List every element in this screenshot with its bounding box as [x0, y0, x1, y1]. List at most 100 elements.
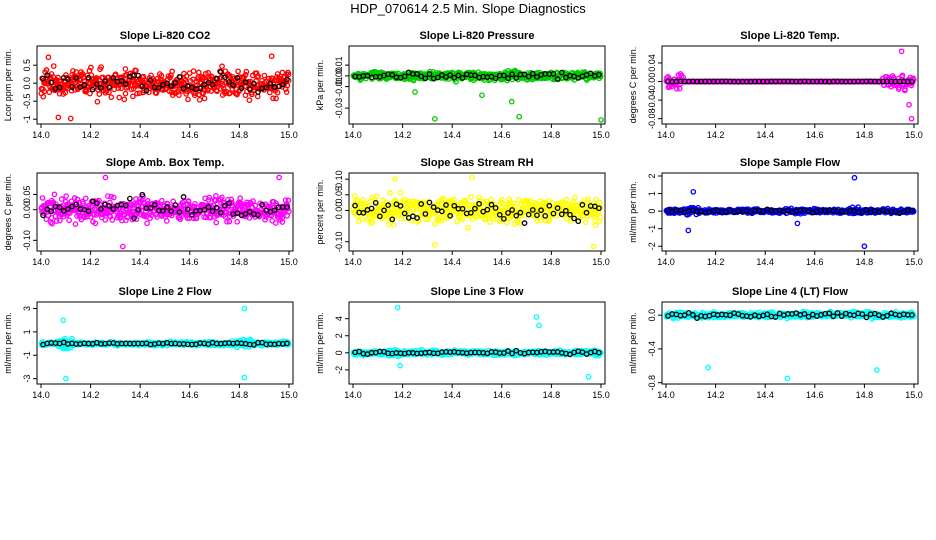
- data-point-black: [381, 207, 387, 214]
- data-point-black: [180, 85, 187, 92]
- data-point: [51, 191, 58, 198]
- outlier-point: [62, 375, 69, 382]
- data-point: [204, 210, 211, 216]
- data-point-black: [447, 212, 453, 219]
- data-point: [373, 193, 380, 200]
- data-point: [283, 89, 290, 95]
- outlier-point: [898, 48, 905, 55]
- x-tick-label: 14.6: [181, 130, 199, 140]
- data-point-black: [48, 79, 55, 86]
- data-point: [213, 219, 220, 226]
- data-point-black: [443, 202, 449, 208]
- y-axis-label: ml/min per min.: [628, 312, 638, 374]
- data-point-black: [40, 212, 46, 219]
- colored-points: [350, 304, 604, 380]
- y-tick-label: 0.05: [334, 186, 344, 204]
- data-point: [136, 90, 143, 96]
- data-point-black: [139, 191, 146, 198]
- data-point: [70, 68, 76, 74]
- y-tick-label: -0.04: [647, 90, 657, 111]
- data-point: [522, 212, 529, 219]
- plot-frame: [661, 172, 919, 252]
- black-points: [352, 199, 602, 226]
- data-point-black: [139, 83, 146, 89]
- data-point-black: [430, 204, 437, 210]
- data-point: [285, 71, 292, 78]
- data-point: [484, 213, 491, 220]
- x-tick-label: 15.0: [280, 390, 298, 400]
- data-point: [122, 90, 129, 97]
- x-tick-label: 14.2: [707, 257, 725, 267]
- plot-frame: [661, 45, 919, 125]
- y-tick-label: 0.01: [334, 56, 344, 74]
- data-point-black: [65, 206, 71, 212]
- data-point-black: [172, 202, 179, 208]
- plot-frame: [348, 172, 606, 252]
- data-point-black: [246, 209, 253, 215]
- data-point-black: [451, 74, 458, 81]
- data-point-black: [135, 72, 141, 79]
- data-point-black: [238, 85, 245, 92]
- data-point-black: [85, 74, 92, 81]
- x-tick-label: 14.4: [756, 390, 774, 400]
- data-point-black: [550, 210, 557, 217]
- data-point-black: [426, 71, 433, 77]
- y-tick-label: 0.10: [334, 170, 344, 188]
- outlier-point: [794, 220, 801, 227]
- data-point-black: [209, 208, 216, 215]
- data-point-black: [205, 204, 212, 210]
- data-point-black: [529, 70, 536, 77]
- data-point: [195, 69, 202, 76]
- data-point: [480, 198, 487, 205]
- x-tick-label: 14.6: [806, 257, 824, 267]
- data-point-black: [467, 209, 474, 216]
- data-point-black: [172, 79, 179, 86]
- data-point: [515, 196, 522, 203]
- data-point-black: [56, 84, 63, 91]
- x-tick-label: 14.0: [344, 130, 362, 140]
- data-point: [56, 217, 63, 224]
- data-point-black: [372, 200, 379, 206]
- x-tick-label: 14.8: [856, 257, 874, 267]
- y-tick-label: 0.05: [22, 186, 32, 204]
- panel-title: Slope Gas Stream RH: [420, 157, 533, 169]
- y-tick-label: 3: [22, 306, 32, 311]
- data-point-black: [496, 211, 503, 218]
- y-tick-label: -3: [22, 375, 32, 383]
- data-point: [401, 196, 408, 203]
- y-tick-label: 0.00: [22, 201, 32, 219]
- x-tick-label: 14.4: [443, 390, 461, 400]
- data-point: [270, 95, 276, 102]
- x-tick-label: 14.8: [856, 390, 874, 400]
- data-point: [351, 193, 358, 199]
- outlier-point: [45, 54, 52, 61]
- data-point-black: [127, 195, 133, 202]
- data-point-black: [213, 75, 220, 82]
- data-point: [184, 215, 191, 222]
- data-point-black: [534, 212, 540, 219]
- data-point: [107, 199, 113, 206]
- y-tick-label: -0.5: [22, 93, 32, 109]
- data-point: [169, 68, 176, 75]
- data-point: [110, 194, 117, 201]
- data-point: [39, 195, 46, 201]
- data-point: [537, 217, 544, 223]
- data-point: [185, 96, 191, 103]
- data-point-black: [222, 74, 228, 81]
- data-point-black: [513, 75, 520, 81]
- data-point-black: [65, 76, 71, 83]
- data-point: [254, 74, 261, 80]
- x-tick-label: 15.0: [905, 257, 923, 267]
- x-tick-label: 14.2: [82, 390, 100, 400]
- data-point-black: [284, 76, 290, 83]
- data-point: [584, 199, 591, 205]
- x-tick-label: 14.0: [32, 390, 50, 400]
- colored-points: [663, 48, 917, 122]
- data-point-black: [422, 75, 429, 82]
- data-point: [235, 68, 241, 75]
- data-point: [582, 219, 589, 226]
- data-point-black: [538, 207, 544, 214]
- outlier-point: [585, 373, 592, 380]
